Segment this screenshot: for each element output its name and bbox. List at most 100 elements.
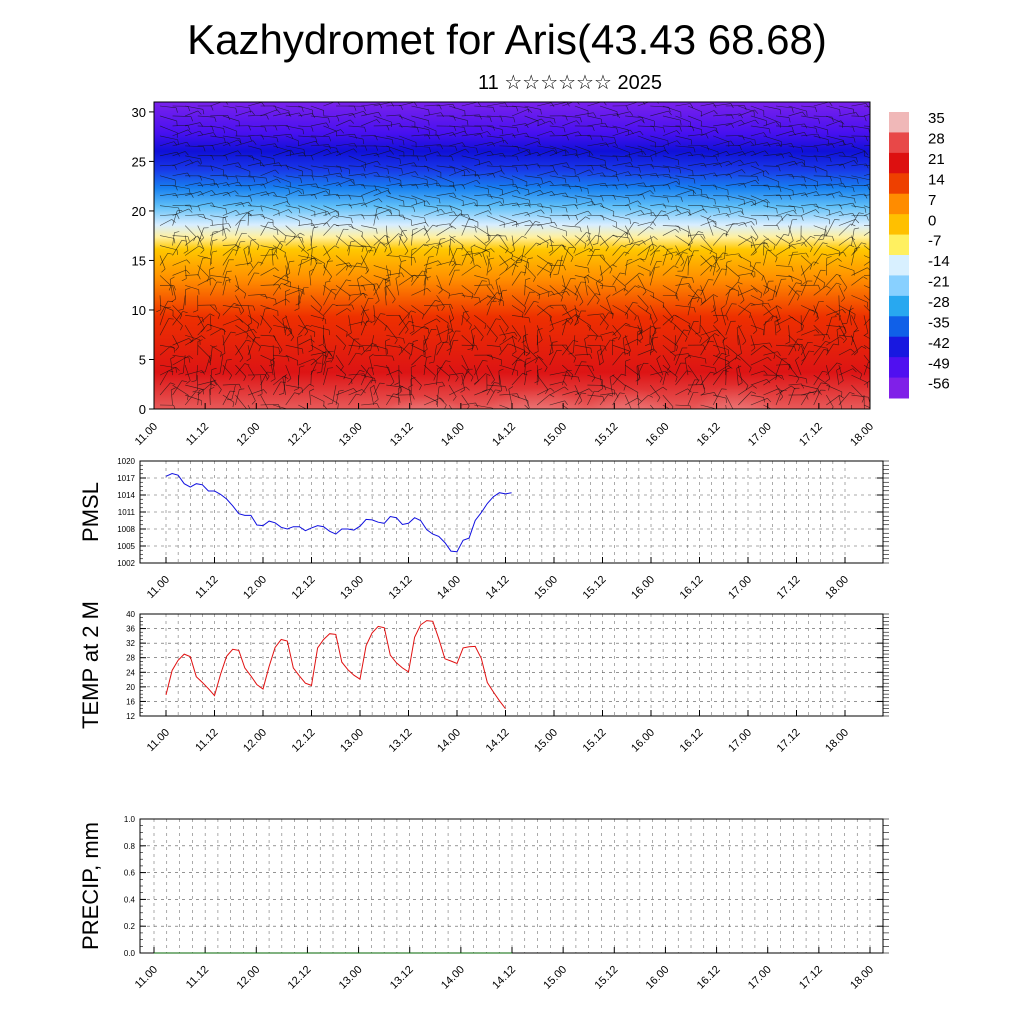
wind-barb [662,245,674,261]
wind-barb [310,362,322,376]
wind-barb [763,404,772,409]
wind-barb [649,327,661,346]
y-tick-label: 25 [132,154,146,169]
x-tick-label: 16.00 [644,421,672,449]
wind-barb [863,361,870,376]
wind-barb [650,384,661,402]
wind-barb [650,215,670,221]
wind-barb [537,387,555,396]
wind-barb [650,315,657,336]
wind-barb [687,225,693,246]
wind-barb [222,249,238,266]
wind-barb [309,388,315,406]
wind-barb [612,275,626,292]
wind-barb [398,145,415,156]
wind-barb [625,102,646,107]
wind-barb [612,111,634,117]
wind-barb [562,215,578,221]
wind-barb [536,368,543,386]
wind-barb [662,180,680,187]
wind-barb [441,325,450,344]
wind-barb [700,255,713,272]
wind-barb [700,285,707,304]
wind-barb [383,225,389,246]
wind-barb [436,315,449,329]
wind-barb [361,171,380,177]
wind-barb [260,155,275,164]
wind-barb [725,404,727,409]
wind-barb [285,125,305,135]
wind-barb [725,394,734,409]
x-tick-label: 12.12 [286,964,314,992]
wind-barb [247,102,265,107]
wind-barb [398,315,409,334]
wind-barb [813,193,835,199]
wind-barb [763,375,783,386]
wind-barb [474,210,492,216]
wind-barb [486,318,501,336]
wind-barb [524,115,539,126]
wind-barb [272,275,289,286]
x-tick-label: 17.12 [797,964,825,992]
wind-barb [738,255,752,268]
wind-barb [197,215,213,226]
x-tick-label: 13.12 [387,574,415,602]
wind-barb [448,315,453,334]
wind-barb [650,295,665,309]
colorbar-label: 0 [928,212,936,229]
wind-barb [592,225,601,245]
wind-barb [599,345,604,366]
wind-barb [360,364,374,384]
wind-barb [725,135,745,141]
wind-barb [738,325,747,346]
wind-barb [650,245,665,256]
wind-barb [335,262,353,268]
wind-barb [524,151,541,157]
wind-barb [851,404,852,409]
wind-barb [295,285,301,306]
wind-barb [684,355,690,376]
wind-barb [298,165,313,176]
wind-barb [813,334,831,340]
wind-barb [411,215,426,223]
x-tick-label: 12.12 [286,421,314,449]
wind-barb [826,163,846,169]
wind-barb [309,268,315,286]
wind-barb [247,145,262,155]
wind-barb [750,265,764,281]
wind-barb [637,295,649,312]
wind-barb [335,165,351,175]
wind-barb [562,115,582,123]
wind-barb [323,129,345,137]
wind-barb [411,115,430,126]
wind-barb [398,102,418,107]
wind-barb [788,251,798,266]
wind-barb [209,379,217,396]
wind-barb [536,394,555,406]
wind-barb [222,150,242,157]
wind-barb [574,125,595,131]
wind-barb [788,383,805,389]
wind-barb [719,245,727,261]
wind-barb [348,183,366,189]
wind-barb [273,185,291,194]
wind-barb [574,185,589,194]
wind-barb [272,245,286,258]
wind-barb [360,297,374,316]
x-tick-label: 14.00 [435,574,463,602]
wind-barb [788,364,800,384]
wind-barb [235,339,252,356]
wind-barb [272,235,283,251]
x-tick-label: 13.12 [387,727,415,755]
wind-barb [210,141,231,147]
wind-barb [700,340,714,356]
wind-barb [386,384,403,392]
wind-barb [675,135,693,145]
wind-barb [298,384,315,396]
wind-barb [436,325,442,346]
wind-barb [235,201,252,207]
wind-barb [209,367,217,386]
wind-barb [411,324,430,334]
wind-barb [763,165,781,172]
wind-barb [738,305,751,318]
